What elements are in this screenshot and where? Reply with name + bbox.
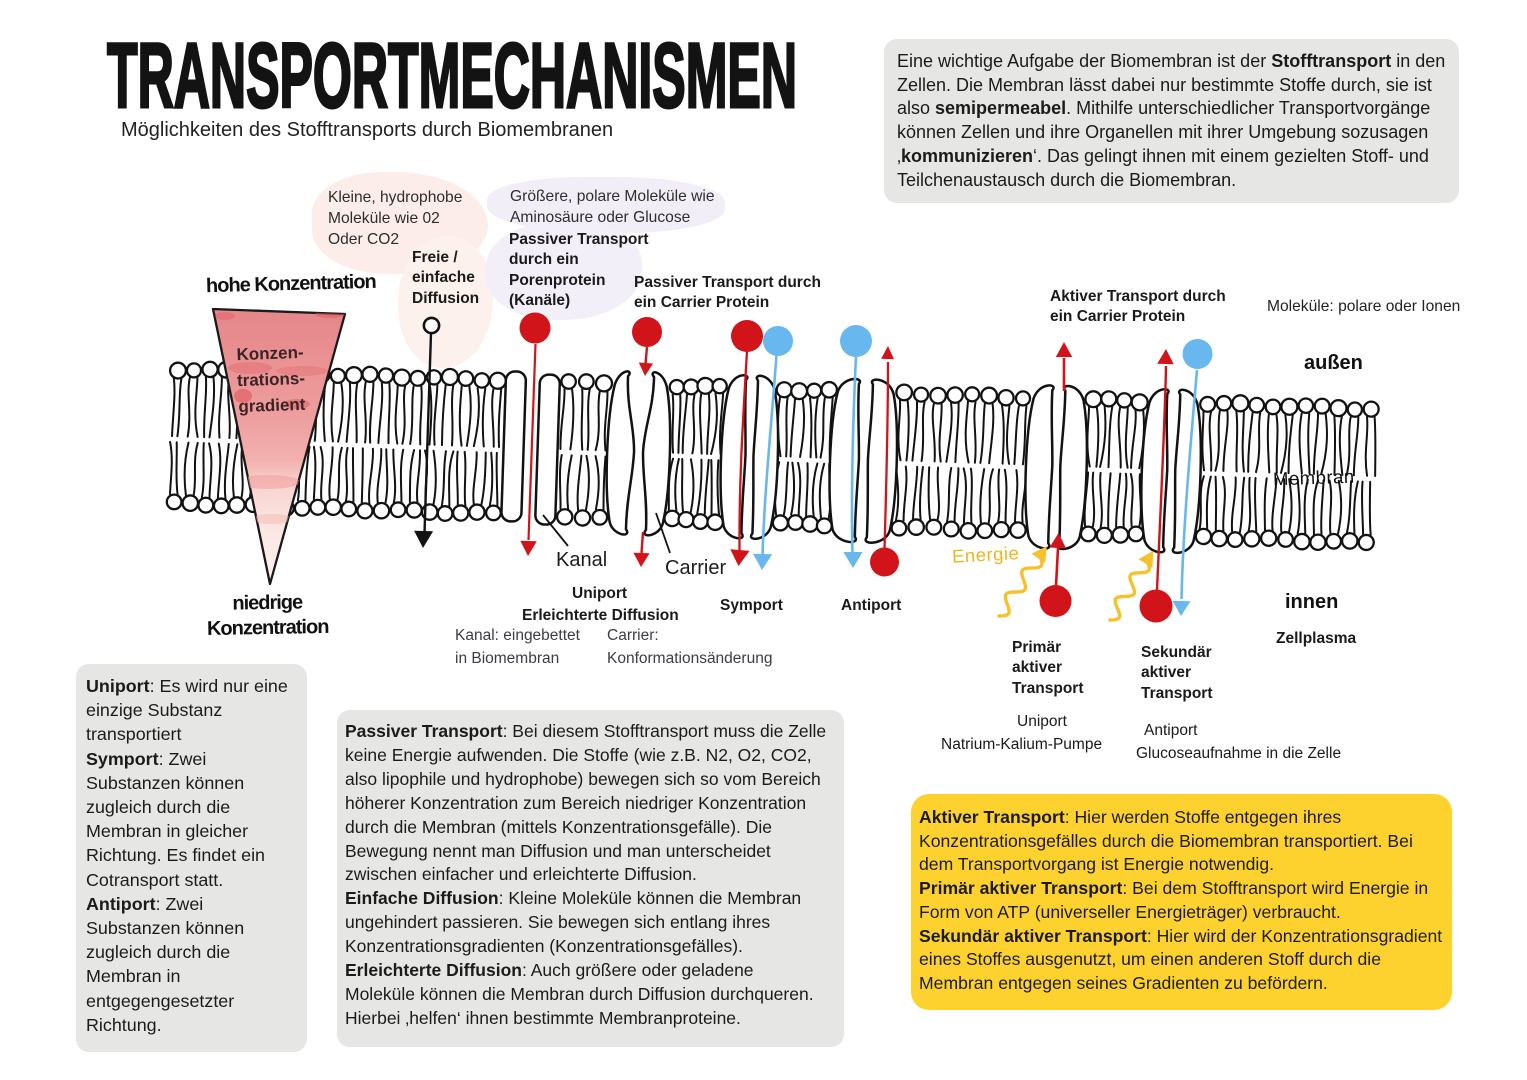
svg-text:TRANSPORTMECHANISMEN: TRANSPORTMECHANISMEN: [107, 25, 797, 127]
